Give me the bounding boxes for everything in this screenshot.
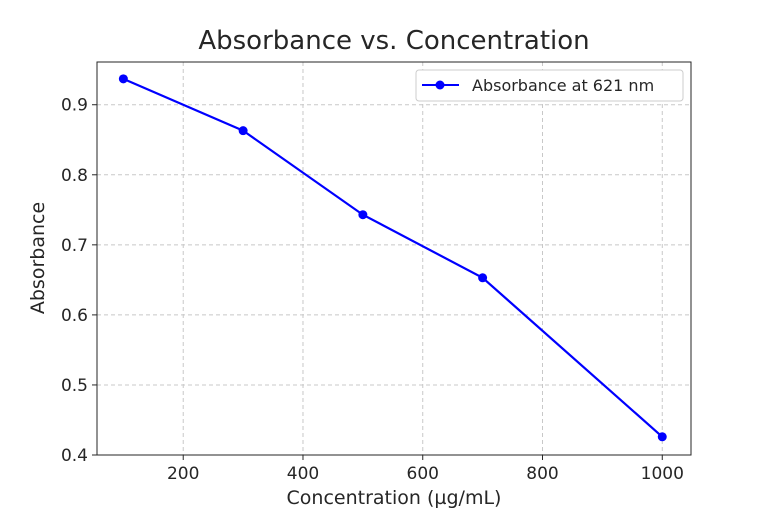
series-line	[122, 77, 663, 438]
y-tick-label: 0.5	[61, 376, 88, 396]
x-tick-label: 1000	[641, 464, 684, 484]
legend-marker	[435, 80, 445, 90]
x-tick-label: 400	[287, 464, 319, 484]
data-point	[657, 432, 667, 442]
y-tick-label: 0.8	[61, 166, 88, 186]
series	[118, 74, 667, 442]
legend-box	[415, 69, 684, 102]
y-tick-label: 0.4	[61, 446, 88, 466]
x-tick-label: 800	[526, 464, 558, 484]
legend: Absorbance at 621 nm	[415, 69, 684, 102]
legend-label: Absorbance at 621 nm	[472, 76, 654, 95]
grid	[97, 62, 691, 456]
data-point	[118, 74, 128, 84]
y-axis-label: Absorbance	[27, 202, 49, 314]
x-tick-label: 600	[407, 464, 439, 484]
y-tick-label: 0.7	[61, 236, 88, 256]
y-tick-label: 0.6	[61, 306, 88, 326]
chart-title: Absorbance vs. Concentration	[198, 26, 589, 56]
data-point	[238, 126, 248, 136]
data-point	[358, 210, 368, 220]
plot-frame	[96, 61, 692, 456]
ticks: 200 400 600 800 1000 0.4 0.5 0.6 0.7 0.8 0.9	[61, 96, 684, 484]
x-tick-label: 200	[167, 464, 199, 484]
y-tick-label: 0.9	[61, 96, 88, 116]
x-axis-label: Concentration (µg/mL)	[287, 487, 502, 509]
data-point	[478, 273, 488, 283]
